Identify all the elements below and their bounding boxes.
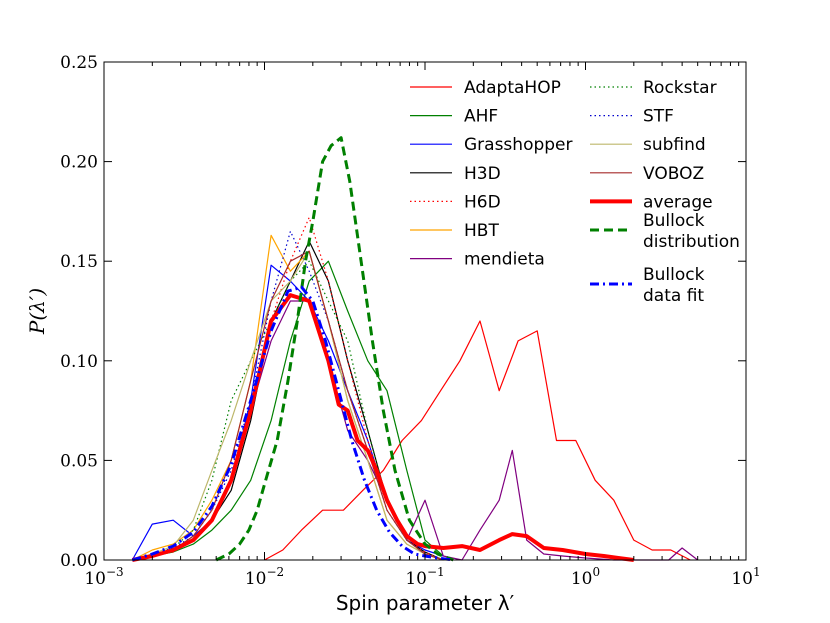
legend-label-stf: STF bbox=[643, 107, 674, 127]
series-line-ahf bbox=[132, 260, 444, 561]
legend: AdaptaHOP AHF Grasshopper H3D H6D HBT mendieta… bbox=[410, 78, 740, 306]
y-tick-label: 0.00 bbox=[60, 551, 98, 571]
series-line-bullock-distribution bbox=[215, 136, 454, 562]
legend-label-ahf: AHF bbox=[464, 107, 498, 127]
series-line-adaptahop bbox=[264, 320, 691, 561]
series-line-voboz bbox=[132, 250, 444, 561]
tick-layer: 0.00 0.05 0.10 0.15 0.20 0.25 10−3 10−2 10−1 100 1… bbox=[60, 53, 761, 589]
x-tick-label: 10−2 bbox=[245, 565, 284, 589]
series-layer bbox=[131, 136, 699, 562]
legend-label-bullock-data-fit: Bullock data fit bbox=[643, 265, 705, 306]
x-axis-label: Spin parameter λ′ bbox=[336, 591, 515, 615]
legend-label-rockstar: Rockstar bbox=[643, 78, 717, 98]
legend-label-bullock-distribution: Bullock distribution bbox=[643, 211, 740, 252]
y-tick-label: 0.20 bbox=[60, 153, 98, 173]
plot-frame bbox=[104, 62, 746, 560]
legend-label-mendieta: mendieta bbox=[464, 250, 545, 270]
legend-label-h6d: H6D bbox=[464, 192, 501, 212]
legend-label-grasshopper: Grasshopper bbox=[464, 135, 573, 155]
y-axis-label: P(λ′) bbox=[25, 288, 49, 335]
legend-label-h3d: H3D bbox=[464, 164, 501, 184]
x-tick-label: 10−3 bbox=[84, 565, 123, 589]
legend-label-subfind: subfind bbox=[643, 135, 706, 155]
series-line-average bbox=[131, 293, 635, 562]
y-tick-label: 0.15 bbox=[60, 252, 98, 272]
legend-label-hbt: HBT bbox=[464, 221, 499, 241]
legend-label-average: average bbox=[643, 192, 713, 212]
legend-label-voboz: VOBOZ bbox=[643, 164, 704, 184]
y-tick-label: 0.10 bbox=[60, 352, 98, 372]
y-tick-label: 0.25 bbox=[60, 53, 98, 73]
y-tick-label: 0.05 bbox=[60, 451, 98, 471]
series-line-subfind bbox=[132, 250, 444, 561]
x-tick-label: 100 bbox=[571, 565, 600, 589]
x-tick-label: 10−1 bbox=[405, 565, 444, 589]
plot-area: 0.00 0.05 0.10 0.15 0.20 0.25 10−3 10−2 10−1 100 1… bbox=[60, 53, 761, 589]
legend-label-adaptahop: AdaptaHOP bbox=[464, 78, 561, 98]
series-line-bullock-data-fit bbox=[131, 285, 454, 562]
x-tick-label: 101 bbox=[731, 565, 760, 589]
